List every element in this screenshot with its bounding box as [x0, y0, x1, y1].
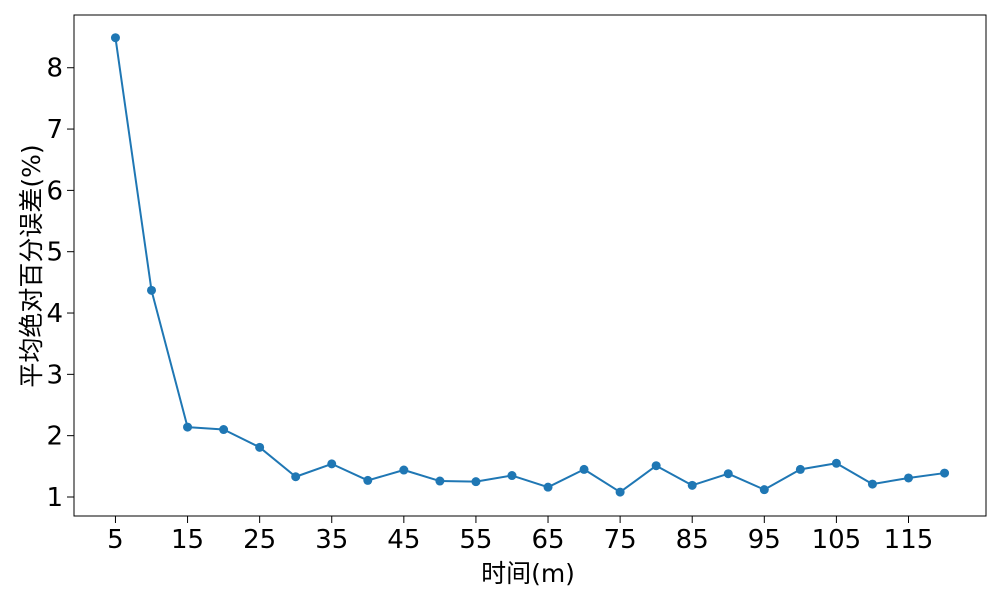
- data-point: [543, 482, 553, 492]
- y-tick-label: 7: [46, 115, 63, 145]
- y-tick-label: 8: [46, 54, 63, 84]
- data-point: [940, 468, 950, 478]
- data-point: [795, 464, 805, 474]
- data-point: [399, 465, 409, 475]
- data-point: [255, 442, 265, 452]
- series-group: [110, 33, 950, 497]
- y-axis-title: 平均绝对百分误差(%): [17, 144, 46, 387]
- x-tick-label: 75: [604, 525, 637, 555]
- y-tick-label: 5: [46, 238, 63, 268]
- x-tick-label: 115: [884, 525, 934, 555]
- y-tick-label: 4: [46, 299, 63, 329]
- x-axis: 5 15 25 35 45 55 65 75 85 95 105 115: [107, 516, 933, 555]
- x-tick-label: 45: [387, 525, 420, 555]
- data-point: [615, 487, 625, 497]
- y-axis: 1 2 3 4 5 6 7 8: [46, 54, 74, 513]
- x-axis-title: 时间(m): [481, 559, 575, 588]
- x-tick-label: 35: [315, 525, 348, 555]
- data-point: [723, 469, 733, 479]
- data-point: [219, 425, 229, 435]
- data-point: [759, 485, 769, 495]
- x-tick-label: 85: [676, 525, 709, 555]
- data-point: [831, 458, 841, 468]
- data-point: [471, 477, 481, 487]
- y-tick-label: 6: [46, 176, 63, 206]
- y-tick-label: 3: [46, 360, 63, 390]
- x-tick-label: 25: [243, 525, 276, 555]
- data-point: [867, 479, 877, 489]
- data-point: [291, 472, 301, 482]
- x-tick-label: 105: [812, 525, 862, 555]
- x-tick-label: 5: [107, 525, 124, 555]
- y-tick-label: 1: [46, 483, 63, 513]
- data-point: [327, 459, 337, 469]
- data-point: [687, 480, 697, 490]
- x-tick-label: 95: [748, 525, 781, 555]
- x-tick-label: 55: [459, 525, 492, 555]
- data-point: [147, 285, 157, 295]
- data-point: [183, 422, 193, 432]
- data-point: [363, 475, 373, 485]
- data-point: [903, 473, 913, 483]
- data-point: [579, 464, 589, 474]
- data-point: [507, 471, 517, 481]
- data-point: [435, 476, 445, 486]
- series-line: [114, 37, 945, 494]
- x-tick-label: 15: [171, 525, 204, 555]
- data-point: [651, 461, 661, 471]
- y-tick-label: 2: [46, 422, 63, 452]
- data-point: [110, 33, 120, 43]
- x-tick-label: 65: [531, 525, 564, 555]
- plot-area: [73, 14, 987, 517]
